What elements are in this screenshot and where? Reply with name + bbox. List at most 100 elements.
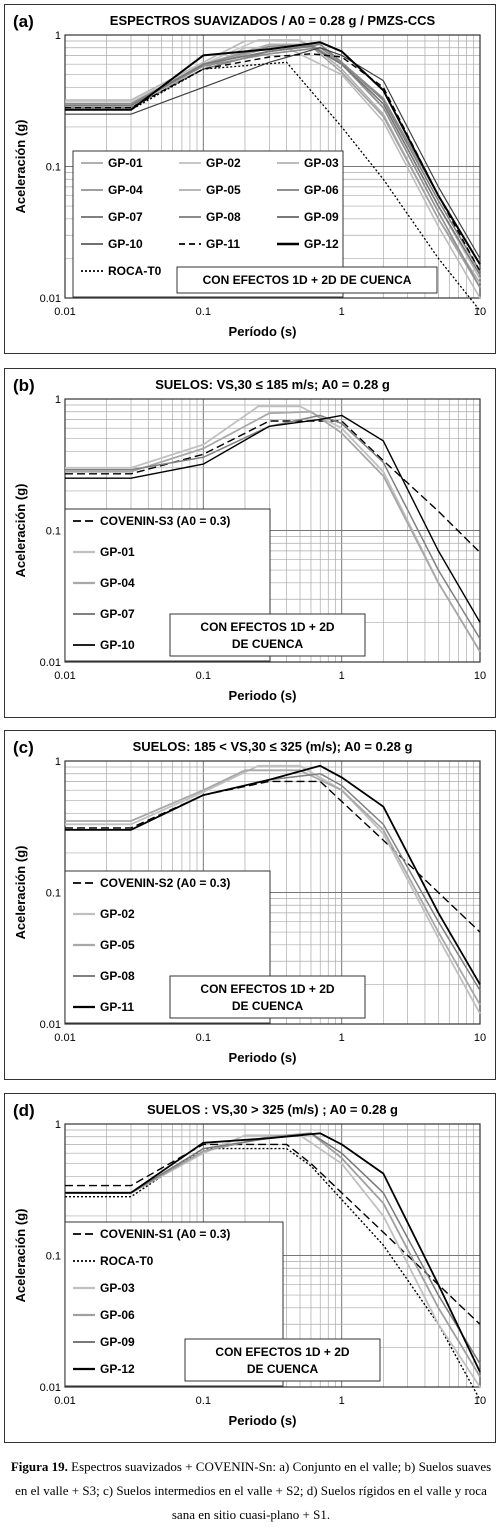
figure-caption: Figura 19. Espectros suavizados + COVENI… [6,1455,496,1527]
x-tick-label: 1 [339,1032,345,1044]
y-tick-label: 0.01 [40,293,61,305]
legend-label: GP-02 [100,907,135,921]
legend-label: GP-12 [100,1362,135,1376]
chart-title: SUELOS : VS,30 > 325 (m/s) ; A0 = 0.28 g [147,1102,398,1117]
chart-b-svg: (b) SUELOS: VS,30 ≤ 185 m/s; A0 = 0.28 g 0… [13,376,486,703]
chart-panel-b: (b) SUELOS: VS,30 ≤ 185 m/s; A0 = 0.28 g 0… [4,368,496,718]
x-tick-label: 10 [474,670,486,682]
series-line-gp-10 [65,47,481,259]
legend-label: GP-03 [304,156,339,170]
y-tick-label: 0.01 [40,1382,61,1394]
annotation-text: CON EFECTOS 1D + 2D DE CUENCA [200,620,334,651]
legend-label: GP-05 [206,183,241,197]
chart-title: ESPECTROS SUAVIZADOS / A0 = 0.28 g / PMZ… [110,13,436,28]
x-tick-label: 0.1 [196,1395,211,1407]
y-tick-label: 1 [55,394,61,406]
y-tick-label: 1 [55,1119,61,1131]
series-line-gp-04 [65,410,481,653]
legend-label: GP-04 [100,576,135,590]
series-line-covenin-s2-a0-0-3 [65,780,481,933]
chart-a-svg: (a) ESPECTROS SUAVIZADOS / A0 = 0.28 g / … [13,12,486,339]
x-tick-label: 0.01 [54,1395,75,1407]
chart-title: SUELOS: VS,30 ≤ 185 m/s; A0 = 0.28 g [155,377,390,392]
series-line-gp-12 [65,1132,481,1373]
series-group [65,405,481,653]
x-tick-label: 10 [474,1032,486,1044]
x-tick-label: 0.01 [54,1032,75,1044]
legend-label: GP-04 [108,183,143,197]
x-axis-label: Periodo (s) [229,1050,297,1065]
legend-label: GP-12 [304,237,339,251]
panel-label: (d) [13,1101,35,1120]
x-tick-label: 10 [474,1395,486,1407]
chart-d-svg: (d) SUELOS : VS,30 > 325 (m/s) ; A0 = 0.2… [13,1101,486,1428]
series-line-gp-05 [65,769,481,1006]
annotation-text: CON EFECTOS 1D + 2D DE CUENCA [203,273,412,287]
chart-panel-c: (c) SUELOS: 185 < VS,30 ≤ 325 (m/s); A0 =… [4,730,496,1080]
x-tick-label: 1 [339,1395,345,1407]
annotation-box [169,613,366,657]
y-tick-label: 0.01 [40,657,61,669]
series-line-gp-02 [65,764,481,1015]
series-line-roca-t0 [65,61,481,312]
x-tick-label: 0.01 [54,306,75,318]
plot-frame [64,34,481,299]
series-line-roca-t0 [65,1147,481,1401]
y-tick-label: 0.1 [46,162,61,174]
y-axis-label: Aceleración (g) [13,120,28,214]
y-tick-label: 0.1 [46,526,61,538]
x-tick-label: 1 [339,306,345,318]
y-axis-label: Aceleración (g) [13,1209,28,1303]
y-axis-label: Aceleración (g) [13,846,28,940]
series-group [65,38,481,312]
legend-label: GP-07 [108,210,143,224]
legend-label: GP-10 [100,638,135,652]
series-group [65,1132,481,1401]
panel-label: (a) [13,12,34,31]
legend-label: GP-11 [100,1000,134,1014]
series-line-gp-11 [65,764,481,985]
x-axis-label: Período (s) [229,324,297,339]
legend-label: GP-09 [100,1335,135,1349]
annotation-line: DE CUENCA [232,999,304,1013]
legend-label: GP-05 [100,938,135,952]
y-axis-label: Aceleración (g) [13,484,28,578]
series-group [65,764,481,1015]
legend-label: GP-08 [206,210,241,224]
legend-label: COVENIN-S3 (A0 = 0.3) [100,514,230,528]
legend-label: COVENIN-S2 (A0 = 0.3) [100,876,230,890]
annotation-box [169,975,366,1019]
panel-label: (b) [13,376,35,395]
annotation: CON EFECTOS 1D + 2D DE CUENCA [176,266,438,294]
series-line-covenin-s3-a0-0-3 [65,420,481,553]
y-tick-label: 1 [55,756,61,768]
series-line-gp-12 [65,41,481,265]
x-tick-label: 0.1 [196,306,211,318]
legend-label: COVENIN-S1 (A0 = 0.3) [100,1227,230,1241]
annotation-line: CON EFECTOS 1D + 2D [200,620,334,634]
legend-label: GP-11 [206,237,240,251]
y-tick-label: 1 [55,30,61,42]
annotation: CON EFECTOS 1D + 2D DE CUENCA [184,1338,381,1382]
legend-label: ROCA-T0 [100,1254,154,1268]
annotation-text: CON EFECTOS 1D + 2D DE CUENCA [200,982,334,1013]
series-line-gp-07 [65,414,481,640]
y-tick-label: 0.1 [46,1251,61,1263]
annotation-box [176,266,438,294]
legend-label: GP-01 [100,545,135,559]
chart-title: SUELOS: 185 < VS,30 ≤ 325 (m/s); A0 = 0.… [133,739,413,754]
x-tick-label: 10 [474,306,486,318]
caption-figure-label: Figura 19. [10,1459,68,1474]
annotation: CON EFECTOS 1D + 2D DE CUENCA [169,613,366,657]
annotation-line: CON EFECTOS 1D + 2D [215,1345,349,1359]
y-tick-label: 0.1 [46,888,61,900]
legend-label: GP-02 [206,156,241,170]
legend-label: GP-06 [304,183,339,197]
x-tick-label: 0.1 [196,670,211,682]
annotation-line: CON EFECTOS 1D + 2D [200,982,334,996]
x-axis-label: Periodo (s) [229,1413,297,1428]
x-tick-label: 0.01 [54,670,75,682]
annotation: CON EFECTOS 1D + 2D DE CUENCA [169,975,366,1019]
x-tick-label: 0.1 [196,1032,211,1044]
annotation-line: DE CUENCA [232,637,304,651]
